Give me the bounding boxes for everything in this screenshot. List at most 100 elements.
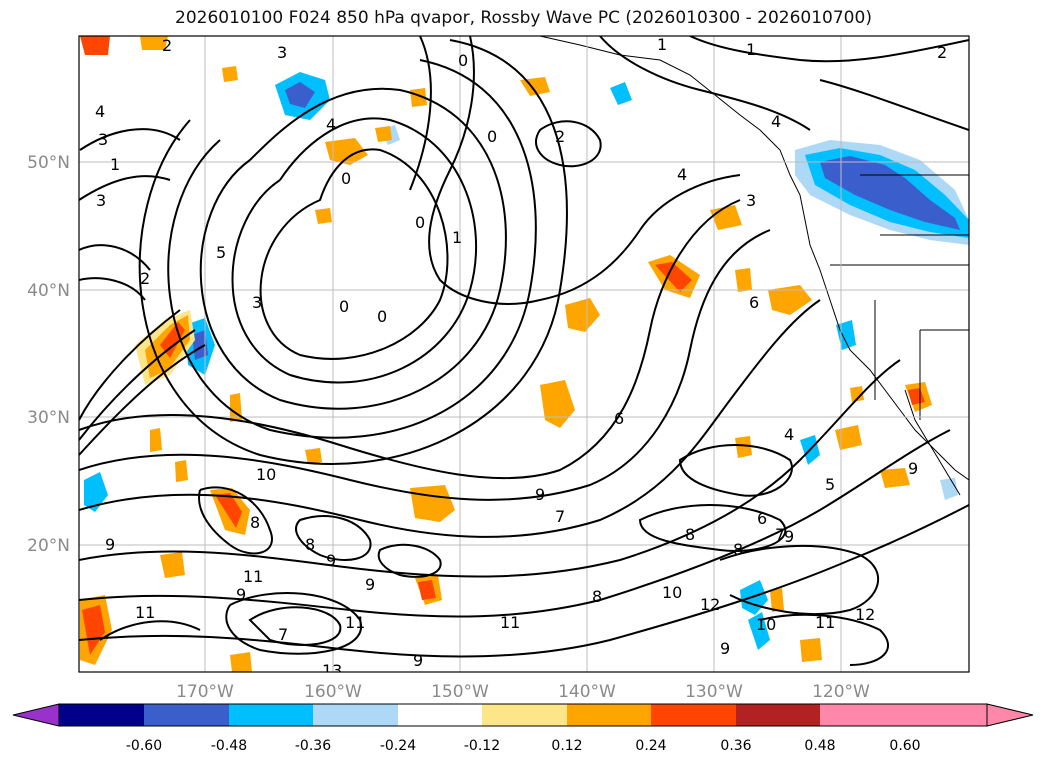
qvapor-shading — [80, 36, 969, 672]
contour-label: 5 — [216, 243, 226, 262]
colorbar-extend-max — [905, 704, 987, 726]
contour-label: 0 — [415, 213, 425, 232]
contour-label: 0 — [339, 297, 349, 316]
colorbar-bin — [144, 704, 229, 726]
contour-label: 1 — [657, 35, 667, 54]
contour-label: 2 — [140, 269, 150, 288]
lon-tick-label: 150°W — [431, 682, 489, 702]
contour-label: 2 — [162, 36, 172, 55]
contour-label: 11 — [500, 613, 520, 632]
contour-label: 8 — [685, 525, 695, 544]
contour-label: 3 — [277, 43, 287, 62]
colorbar: -0.60 -0.48 -0.36 -0.24 -0.12 0.12 0.24 … — [12, 703, 1034, 754]
contour-label: 11 — [243, 567, 263, 586]
contour-label: 8 — [733, 540, 743, 559]
colorbar-bin — [820, 704, 905, 726]
contour-label: 4 — [326, 115, 336, 134]
contour-label: 1 — [110, 155, 120, 174]
contour-label: 9 — [908, 459, 918, 478]
contour-label: 0 — [377, 307, 387, 326]
lon-tick-label: 160°W — [304, 682, 362, 702]
shading-negative-northwest-coast — [795, 140, 969, 245]
contour-lines — [79, 36, 969, 666]
contour-label: 4 — [677, 165, 687, 184]
contour-label: 10 — [756, 615, 776, 634]
contour-label: 6 — [749, 293, 759, 312]
contour-label: 9 — [535, 485, 545, 504]
shading-positive-west — [135, 310, 195, 385]
contour-label: 7 — [278, 625, 288, 644]
contour-label: 0 — [487, 127, 497, 146]
lat-tick-label: 30°N — [27, 408, 70, 428]
colorbar-bin — [229, 704, 313, 726]
contour-label: 11 — [345, 613, 365, 632]
contour-label-group: 2 3 0 1 1 2 4 3 4 2 1 3 0 4 0 0 4 3 2 1 … — [95, 35, 947, 680]
contour-label: 3 — [252, 293, 262, 312]
colorbar-bin — [567, 704, 651, 726]
contour-label: 4 — [771, 112, 781, 131]
contour-label: 9 — [236, 585, 246, 604]
contour-label: 3 — [98, 130, 108, 149]
contour-label: 2 — [937, 43, 947, 62]
map-title: 2026010100 F024 850 hPa qvapor, Rossby W… — [175, 8, 872, 28]
contour-label: 0 — [458, 51, 468, 70]
contour-label: 10 — [662, 583, 682, 602]
latitude-axis: 50°N 40°N 30°N 20°N — [27, 153, 70, 556]
contour-label: 1 — [452, 228, 462, 247]
colorbar-bin — [313, 704, 398, 726]
coastline — [539, 36, 969, 496]
colorbar-tick-label: 0.36 — [720, 738, 751, 754]
colorbar-bin — [398, 704, 482, 726]
contour-label: 11 — [815, 613, 835, 632]
contour-label: 4 — [784, 425, 794, 444]
contour-label: 4 — [95, 102, 105, 121]
contour-label: 8 — [305, 535, 315, 554]
colorbar-tick-label: -0.36 — [295, 738, 331, 754]
colorbar-extend-min — [12, 703, 60, 727]
colorbar-bin — [736, 704, 820, 726]
colorbar-tick-label: 0.48 — [804, 738, 835, 754]
contour-label: 9 — [365, 575, 375, 594]
contour-label: 2 — [555, 127, 565, 146]
lon-tick-label: 140°W — [558, 682, 616, 702]
lat-tick-label: 50°N — [27, 153, 70, 173]
colorbar-bin — [59, 704, 144, 726]
contour-label: 9 — [784, 527, 794, 546]
colorbar-bin — [482, 704, 567, 726]
contour-label: 10 — [256, 465, 276, 484]
lon-tick-label: 120°W — [812, 682, 870, 702]
contour-label: 0 — [341, 169, 351, 188]
colorbar-ticks: -0.60 -0.48 -0.36 -0.24 -0.12 0.12 0.24 … — [126, 738, 921, 754]
contour-label: 13 — [322, 661, 342, 680]
contour-label: 6 — [614, 409, 624, 428]
map-panel: 2 3 0 1 1 2 4 3 4 2 1 3 0 4 0 0 4 3 2 1 … — [79, 35, 969, 680]
contour-label: 3 — [746, 191, 756, 210]
contour-label: 1 — [746, 40, 756, 59]
colorbar-bin — [651, 704, 736, 726]
contour-label: 9 — [326, 551, 336, 570]
colorbar-tick-label: -0.48 — [211, 738, 247, 754]
lat-tick-label: 20°N — [27, 536, 70, 556]
contour-label: 6 — [757, 509, 767, 528]
colorbar-tick-label: 0.24 — [635, 738, 666, 754]
contour-label: 3 — [96, 191, 106, 210]
lon-tick-label: 170°W — [176, 682, 234, 702]
contour-label: 5 — [825, 475, 835, 494]
colorbar-tick-label: 0.60 — [889, 738, 920, 754]
map-frame — [78, 35, 970, 673]
lon-tick-label: 130°W — [685, 682, 743, 702]
contour-label: 9 — [105, 535, 115, 554]
contour-label: 8 — [592, 587, 602, 606]
colorbar-extend-max-tip — [986, 703, 1034, 727]
contour-label: 11 — [135, 603, 155, 622]
contour-label: 12 — [855, 605, 875, 624]
contour-label: 7 — [555, 507, 565, 526]
contour-label: 8 — [250, 513, 260, 532]
contour-label: 9 — [720, 639, 730, 658]
longitude-axis: 170°W 160°W 150°W 140°W 130°W 120°W — [176, 682, 870, 702]
lat-tick-label: 40°N — [27, 281, 70, 301]
contour-label: 9 — [413, 651, 423, 670]
colorbar-tick-label: 0.12 — [551, 738, 582, 754]
colorbar-tick-label: -0.60 — [126, 738, 162, 754]
